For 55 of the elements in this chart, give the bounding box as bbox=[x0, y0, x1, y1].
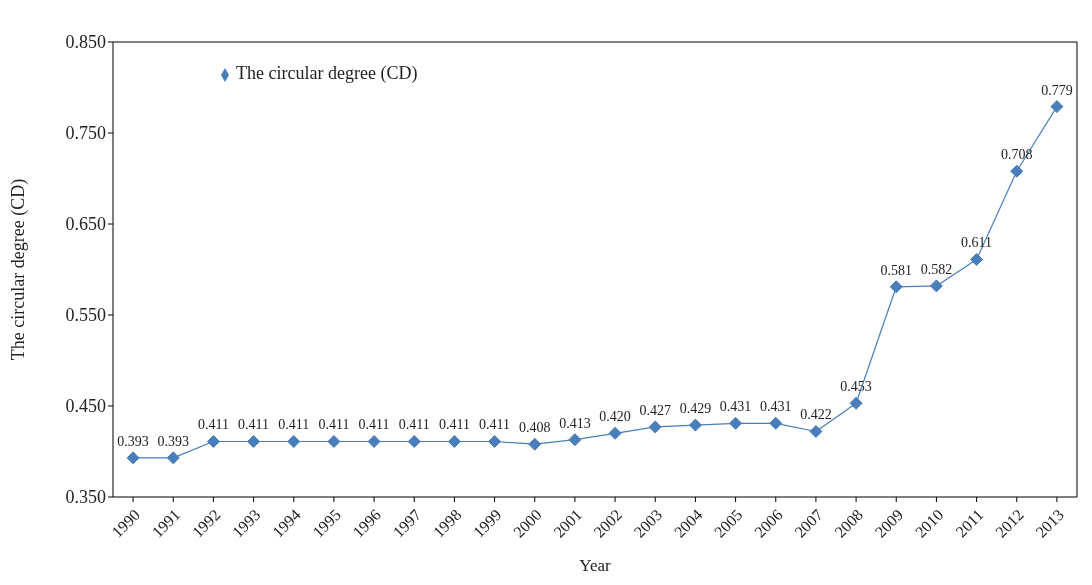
y-tick-label: 0.550 bbox=[65, 305, 106, 326]
data-label: 0.422 bbox=[800, 407, 832, 423]
data-label: 0.408 bbox=[519, 420, 551, 436]
point bbox=[287, 434, 301, 448]
data-label: 0.411 bbox=[238, 417, 270, 433]
y-tick-label: 0.850 bbox=[65, 32, 106, 53]
data-label: 0.431 bbox=[760, 399, 792, 415]
data-label: 0.429 bbox=[679, 401, 712, 417]
point bbox=[889, 280, 903, 294]
data-label: 0.411 bbox=[278, 417, 310, 433]
data-label: 0.411 bbox=[479, 417, 511, 433]
point bbox=[809, 424, 823, 438]
point bbox=[568, 433, 582, 447]
point bbox=[126, 451, 140, 465]
point bbox=[608, 426, 622, 440]
data-label: 0.427 bbox=[639, 402, 671, 418]
point bbox=[327, 434, 341, 448]
point bbox=[1050, 100, 1064, 114]
x-tick-label: 1994 bbox=[269, 506, 304, 541]
data-label: 0.411 bbox=[358, 417, 390, 433]
data-label: 0.411 bbox=[318, 417, 350, 433]
data-label: 0.431 bbox=[719, 399, 752, 415]
point bbox=[206, 434, 220, 448]
data-label: 0.581 bbox=[880, 262, 912, 278]
y-tick-label: 0.350 bbox=[65, 487, 106, 508]
point bbox=[729, 416, 743, 430]
point bbox=[166, 451, 180, 465]
data-label: 0.393 bbox=[157, 433, 189, 449]
point bbox=[407, 434, 421, 448]
y-tick-label: 0.650 bbox=[65, 214, 106, 235]
point bbox=[528, 437, 542, 451]
point bbox=[1010, 164, 1024, 178]
y-axis-title: The circular degree (CD) bbox=[8, 178, 30, 361]
point bbox=[849, 396, 863, 410]
point bbox=[970, 252, 984, 266]
x-axis-title: Year bbox=[579, 556, 611, 575]
data-label: 0.411 bbox=[197, 417, 229, 433]
point bbox=[488, 434, 502, 448]
y-tick-label: 0.450 bbox=[65, 396, 106, 417]
point bbox=[367, 434, 381, 448]
point bbox=[648, 420, 662, 434]
data-label: 0.411 bbox=[438, 417, 470, 433]
point bbox=[688, 418, 702, 432]
data-label: 0.420 bbox=[599, 409, 631, 425]
data-label: 0.411 bbox=[398, 417, 430, 433]
data-label: 0.582 bbox=[920, 261, 953, 277]
point bbox=[769, 416, 783, 430]
data-label: 0.779 bbox=[1041, 82, 1073, 98]
point bbox=[929, 279, 943, 293]
point bbox=[247, 434, 261, 448]
point bbox=[447, 434, 461, 448]
y-tick-label: 0.750 bbox=[65, 123, 106, 144]
legend-label: The circular degree (CD) bbox=[236, 63, 418, 83]
data-label: 0.393 bbox=[117, 433, 149, 449]
data-label: 0.413 bbox=[559, 415, 591, 431]
